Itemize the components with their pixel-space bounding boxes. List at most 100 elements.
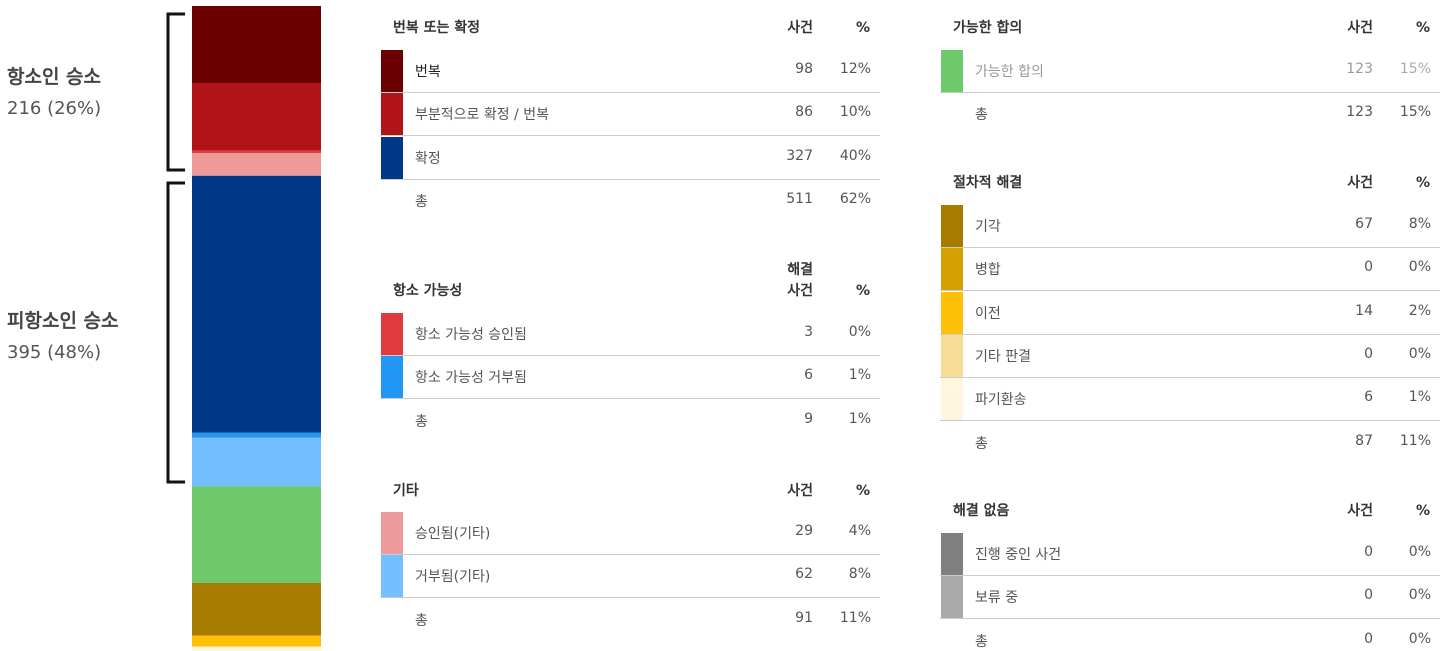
row-pct: 15% [1399, 104, 1431, 121]
row-separator [940, 575, 1440, 576]
swatch [381, 356, 403, 399]
row-count: 62 [795, 566, 813, 583]
row-count: 6 [1364, 389, 1373, 406]
bar-segment [192, 437, 321, 487]
swatch [381, 512, 403, 554]
row-separator [940, 333, 1440, 335]
swatch [381, 136, 403, 179]
row-label: 총 [415, 413, 428, 430]
row-pct: 15% [1399, 61, 1431, 77]
row-count: 327 [786, 147, 813, 164]
row-pct: 2% [1408, 302, 1431, 319]
row-separator [380, 554, 880, 555]
col-header: % [1415, 175, 1430, 191]
bracket [166, 12, 185, 172]
row-separator [940, 420, 1440, 422]
row-separator [380, 355, 880, 356]
col-header: 사건 [787, 20, 813, 36]
bar-segment [192, 635, 321, 647]
row-count: 0 [1364, 345, 1373, 362]
group-title: 항소인 승소 [7, 66, 102, 88]
row-label: 이전 [975, 305, 1001, 322]
row-label: 가능한 합의 [975, 64, 1044, 80]
row-pct: 8% [1408, 216, 1431, 232]
row-pct: 0% [1408, 544, 1431, 560]
table-title: 번복 또는 확정 [393, 20, 481, 36]
row-count: 123 [1346, 104, 1373, 121]
bar-panel [166, 6, 321, 651]
row-separator [940, 376, 1440, 378]
row-label: 승인됨(기타) [415, 526, 491, 542]
row-label: 총 [975, 435, 988, 452]
row-pct: 8% [848, 566, 871, 583]
row-label: 거부됨(기타) [415, 569, 491, 586]
group-value: 216 (26%) [7, 98, 102, 119]
swatch [381, 93, 403, 136]
swatch [941, 291, 963, 334]
bar-segment [192, 175, 321, 433]
row-count: 0 [1364, 544, 1373, 560]
row-label: 보류 중 [975, 590, 1019, 607]
col-header: % [855, 483, 870, 499]
row-label: 총 [975, 107, 988, 124]
row-count: 0 [1364, 587, 1373, 604]
bar-segment [192, 432, 321, 438]
row-pct: 4% [848, 523, 871, 539]
row-count: 98 [795, 61, 813, 77]
row-separator [940, 290, 1440, 292]
bar-segment [192, 6, 321, 84]
bar-segment [192, 150, 321, 153]
row-count: 87 [1355, 432, 1373, 449]
row-count: 86 [795, 104, 813, 121]
row-count: 123 [1346, 61, 1373, 77]
row-count: 29 [795, 523, 813, 539]
col-header: % [1415, 503, 1430, 519]
swatch [941, 533, 963, 575]
row-label: 총 [415, 612, 428, 629]
row-label: 총 [415, 193, 428, 210]
row-label: 병합 [975, 262, 1001, 279]
row-count: 511 [786, 190, 813, 207]
row-separator [380, 92, 880, 93]
row-pct: 12% [839, 61, 871, 77]
col-header: 사건 [1347, 503, 1373, 519]
col-header: 사건 [787, 483, 813, 499]
row-pct: 0% [848, 324, 871, 340]
row-count: 3 [804, 324, 813, 340]
row-pct: 0% [1408, 587, 1431, 604]
swatch [941, 576, 963, 619]
row-pct: 0% [1408, 259, 1431, 276]
row-pct: 0% [1408, 345, 1431, 362]
row-separator [380, 178, 880, 180]
group-value: 395 (48%) [7, 342, 102, 363]
row-label: 진행 중인 사건 [975, 547, 1062, 563]
row-separator [380, 597, 880, 599]
row-count: 91 [795, 609, 813, 626]
row-label: 기타 판결 [975, 348, 1031, 365]
bar-segment [192, 646, 321, 651]
col-header: 해결 사건 [787, 262, 813, 299]
row-label: 번복 [415, 64, 441, 80]
bar-segment [192, 152, 321, 176]
row-pct: 40% [839, 147, 871, 164]
swatch [941, 378, 963, 421]
row-label: 항소 가능성 거부됨 [415, 370, 527, 387]
table-title: 해결 없음 [953, 503, 1010, 519]
row-count: 0 [1364, 259, 1373, 276]
row-pct: 62% [839, 190, 871, 207]
row-count: 14 [1355, 302, 1373, 319]
row-pct: 11% [1399, 432, 1431, 449]
row-separator [380, 135, 880, 137]
col-header: 사건 [1347, 20, 1373, 36]
bar-segment [192, 486, 321, 583]
col-header: % [1415, 20, 1430, 36]
bar-segment [192, 582, 321, 636]
table-title: 기타 [393, 483, 419, 499]
row-label: 항소 가능성 승인됨 [415, 327, 527, 343]
table-title: 가능한 합의 [953, 20, 1023, 36]
group-title: 피항소인 승소 [7, 310, 119, 332]
row-label: 확정 [415, 150, 441, 167]
row-count: 6 [804, 367, 813, 384]
col-header: % [855, 283, 870, 299]
